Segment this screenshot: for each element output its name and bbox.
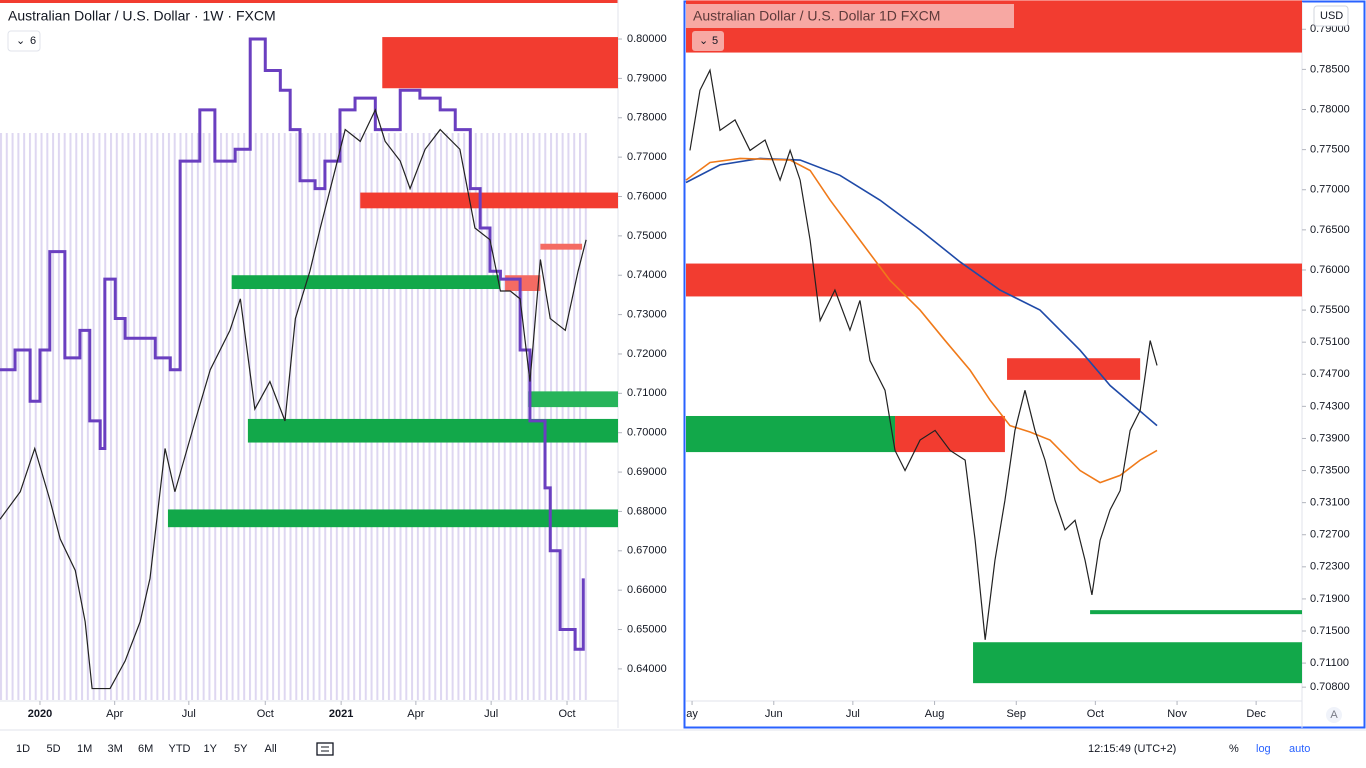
price-line (689, 68, 1158, 640)
y-tick-label: 0.79000 (627, 72, 667, 84)
x-tick-label: Nov (1167, 708, 1187, 720)
y-tick-label: 0.74700 (1310, 368, 1350, 380)
y-tick-label: 0.72700 (1310, 529, 1350, 541)
y-tick-label: 0.75500 (1310, 304, 1350, 316)
y-tick-label: 0.68000 (627, 505, 667, 517)
left-title: Australian Dollar / U.S. Dollar · 1W · F… (8, 8, 276, 24)
y-tick-label: 0.71100 (1310, 657, 1349, 669)
zone (973, 642, 1302, 684)
range-button[interactable]: 5D (47, 743, 61, 755)
x-tick-label: 2020 (28, 708, 52, 720)
y-tick-label: 0.73000 (627, 309, 667, 321)
zone (1007, 358, 1141, 380)
indicator-line (0, 37, 585, 651)
zone (895, 415, 1005, 453)
y-tick-label: 0.71500 (1310, 625, 1350, 637)
zone (686, 415, 896, 453)
x-tick-label: Dec (1246, 708, 1266, 720)
y-tick-label: 0.76000 (1310, 264, 1350, 276)
range-button[interactable]: All (265, 743, 277, 755)
y-tick-label: 0.73100 (1310, 497, 1350, 509)
zone (1090, 610, 1302, 615)
zone (360, 192, 618, 209)
y-tick-label: 0.74000 (627, 269, 667, 281)
y-tick-label: 0.75000 (627, 230, 667, 242)
x-tick-label: Jul (182, 708, 196, 720)
compare-icon[interactable] (316, 742, 334, 756)
y-tick-label: 0.75100 (1310, 336, 1350, 348)
x-tick-label: Aug (925, 708, 945, 720)
y-tick-label: 0.65000 (627, 623, 667, 635)
zone (528, 391, 618, 408)
currency-label[interactable]: USD (1320, 10, 1343, 22)
y-tick-label: 0.67000 (627, 545, 667, 557)
zone (382, 37, 618, 89)
x-tick-label: Oct (558, 708, 575, 720)
scale-option[interactable]: auto (1289, 743, 1310, 755)
y-tick-label: 0.77500 (1310, 144, 1350, 156)
y-tick-label: 0.70800 (1310, 681, 1350, 693)
y-tick-label: 0.70000 (627, 427, 667, 439)
top-strip (0, 0, 618, 3)
zone (167, 509, 619, 528)
y-tick-label: 0.69000 (627, 466, 667, 478)
range-button[interactable]: 5Y (234, 743, 248, 755)
chevron: ⌄ (699, 35, 708, 47)
y-tick-label: 0.72300 (1310, 561, 1350, 573)
x-tick-label: Sep (1006, 708, 1026, 720)
x-tick-label: Apr (106, 708, 123, 720)
zone (247, 418, 619, 443)
zone (540, 243, 583, 250)
currency-button[interactable] (1313, 5, 1349, 27)
range-button[interactable]: 1Y (204, 743, 218, 755)
y-tick-label: 0.71000 (627, 387, 667, 399)
y-tick-label: 0.73900 (1310, 432, 1350, 444)
y-tick-label: 0.73500 (1310, 464, 1350, 476)
auto-scale-button[interactable] (1326, 707, 1342, 723)
zone (231, 275, 501, 290)
scale-option[interactable]: log (1256, 743, 1271, 755)
indicator-badge[interactable] (692, 31, 724, 51)
x-tick-label: ay (686, 708, 698, 720)
y-tick-label: 0.64000 (627, 663, 667, 675)
zone (686, 263, 1302, 297)
x-tick-label: Oct (257, 708, 274, 720)
y-tick-label: 0.78500 (1310, 63, 1350, 75)
clock: 12:15:49 (UTC+2) (1088, 743, 1176, 755)
x-tick-label: Jul (484, 708, 498, 720)
range-button[interactable]: 1D (16, 743, 30, 755)
y-tick-label: 0.72000 (627, 348, 667, 360)
y-tick-label: 0.76000 (627, 190, 667, 202)
zone (505, 275, 541, 291)
range-button[interactable]: 1M (77, 743, 92, 755)
x-tick-label: Oct (1087, 708, 1104, 720)
y-tick-label: 0.77000 (627, 151, 667, 163)
x-tick-label: Jun (765, 708, 783, 720)
y-tick-label: 0.74300 (1310, 400, 1350, 412)
right-indicator-count[interactable]: 5 (712, 35, 718, 47)
price-line (0, 108, 587, 690)
y-tick-label: 0.71900 (1310, 593, 1350, 605)
y-tick-label: 0.78000 (1310, 103, 1350, 115)
y-tick-label: 0.77000 (1310, 184, 1350, 196)
cloud (0, 133, 588, 700)
chevron: ⌄ (16, 35, 25, 47)
left-indicator-count[interactable]: 6 (30, 35, 36, 47)
x-tick-label: Jul (846, 708, 860, 720)
indicator-badge[interactable] (7, 30, 41, 52)
title-background (686, 4, 1014, 28)
x-tick-label: 2021 (329, 708, 353, 720)
y-tick-label: 0.80000 (627, 33, 667, 45)
y-tick-label: 0.76500 (1310, 224, 1350, 236)
y-tick-label: 0.66000 (627, 584, 667, 596)
x-tick-label: Apr (407, 708, 424, 720)
y-tick-label: 0.78000 (627, 112, 667, 124)
range-button[interactable]: YTD (169, 743, 191, 755)
auto-scale-label[interactable]: A (1330, 709, 1338, 721)
range-button[interactable]: 3M (108, 743, 123, 755)
range-button[interactable]: 6M (138, 743, 153, 755)
scale-option[interactable]: % (1229, 743, 1239, 755)
right-title: Australian Dollar / U.S. Dollar 1D FXCM (693, 8, 940, 24)
